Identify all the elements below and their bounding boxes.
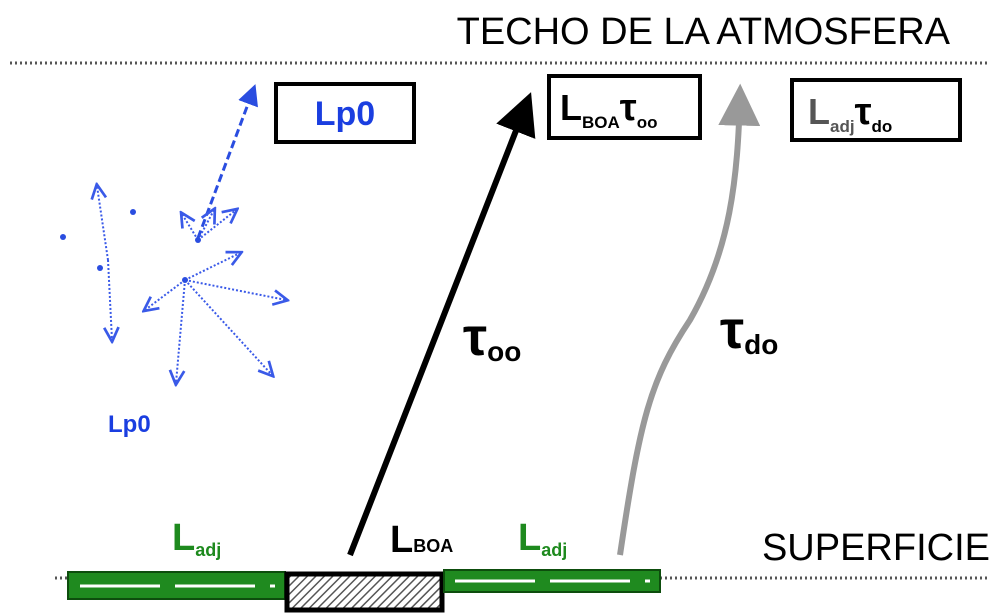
box-label: Lp0 [315, 95, 375, 133]
scatter-label: Lp0 [108, 411, 151, 438]
sub: adj [541, 540, 567, 560]
box [790, 78, 962, 142]
sub: oo [487, 336, 521, 367]
target-surface [284, 571, 445, 613]
surface-label: LBOA [390, 519, 453, 561]
main: L [560, 87, 582, 128]
sub: oo [637, 113, 658, 132]
box-label: Ladjτdo [808, 91, 892, 136]
top-label: TECHO DE LA ATMOSFERA [457, 11, 951, 53]
sub: BOA [413, 536, 453, 556]
tau: τ [620, 87, 637, 129]
sub: do [872, 117, 893, 136]
path-label: τoo [463, 307, 521, 367]
surface-label: Ladj [518, 517, 567, 560]
box-label: LBOAτoo [560, 87, 658, 132]
main: L [172, 517, 195, 559]
tau: τ [463, 307, 487, 367]
bottom-label: SUPERFICIE [762, 527, 990, 569]
sub: adj [195, 540, 221, 560]
surface-label: Ladj [172, 517, 221, 560]
box [547, 74, 702, 140]
direct-arrow [347, 92, 536, 557]
path-label: τdo [720, 300, 778, 360]
diffuse-arrow [617, 83, 761, 556]
tau: τ [720, 300, 744, 360]
box [274, 82, 416, 144]
scatter [60, 84, 286, 383]
main: L [518, 517, 541, 559]
sub: do [744, 329, 778, 360]
sub: adj [830, 117, 855, 136]
main: L [808, 91, 830, 132]
sub: BOA [582, 113, 620, 132]
main: L [390, 519, 413, 561]
tau: τ [855, 91, 872, 133]
